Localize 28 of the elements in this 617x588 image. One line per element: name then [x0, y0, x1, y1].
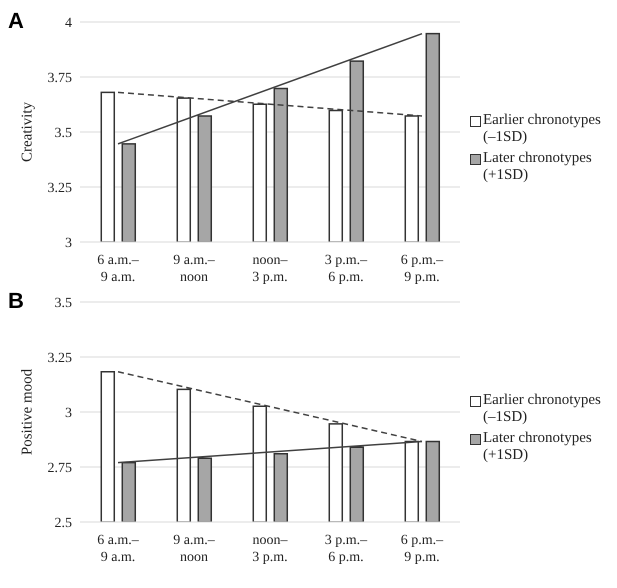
y-tick-label: 3.5	[54, 296, 72, 311]
x-tick-label: noon– 3 p.m.	[252, 533, 288, 565]
x-tick-label: 3 p.m.– 6 p.m.	[324, 533, 368, 565]
x-tick-label: 9 a.m.– noon	[173, 533, 216, 565]
y-tick-label: 3	[65, 236, 72, 251]
x-tick-label: 3 p.m.– 6 p.m.	[324, 253, 368, 285]
x-tick-label: 9 a.m.– noon	[173, 253, 216, 285]
x-tick-label: 6 a.m.– 9 a.m.	[97, 253, 140, 285]
y-tick-label: 3	[65, 406, 72, 421]
y-tick-label: 3.75	[48, 70, 72, 86]
y-tick-label: 2.5	[54, 516, 72, 531]
y-tick-label: 3.25	[48, 180, 72, 196]
x-tick-label: 6 a.m.– 9 a.m.	[97, 533, 140, 565]
y-tick-label: 3.25	[48, 350, 72, 366]
legend-label: Later chronotypes (+1SD)	[483, 430, 593, 464]
x-tick-label: 6 p.m.– 9 p.m.	[400, 533, 444, 565]
y-axis-title: Creativity	[19, 102, 36, 162]
legend-label: Earlier chronotypes (–1SD)	[483, 392, 602, 426]
x-tick-label: 6 p.m.– 9 p.m.	[400, 253, 444, 285]
chart-title: A	[8, 8, 24, 34]
x-tick-label: noon– 3 p.m.	[252, 253, 288, 285]
legend-label: Earlier chronotypes (–1SD)	[483, 112, 602, 146]
legend-label: Later chronotypes (+1SD)	[483, 150, 593, 184]
y-axis-title: Positive mood	[19, 368, 36, 456]
y-tick-label: 3.5	[54, 126, 72, 141]
chart-title: B	[8, 288, 24, 314]
y-tick-label: 2.75	[48, 460, 72, 476]
y-tick-label: 4	[65, 16, 72, 31]
